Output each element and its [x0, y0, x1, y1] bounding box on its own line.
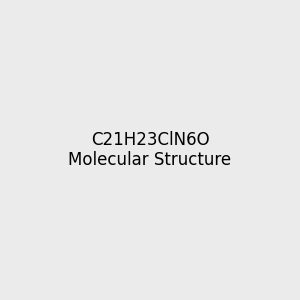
Text: C21H23ClN6O
Molecular Structure: C21H23ClN6O Molecular Structure: [68, 130, 232, 170]
